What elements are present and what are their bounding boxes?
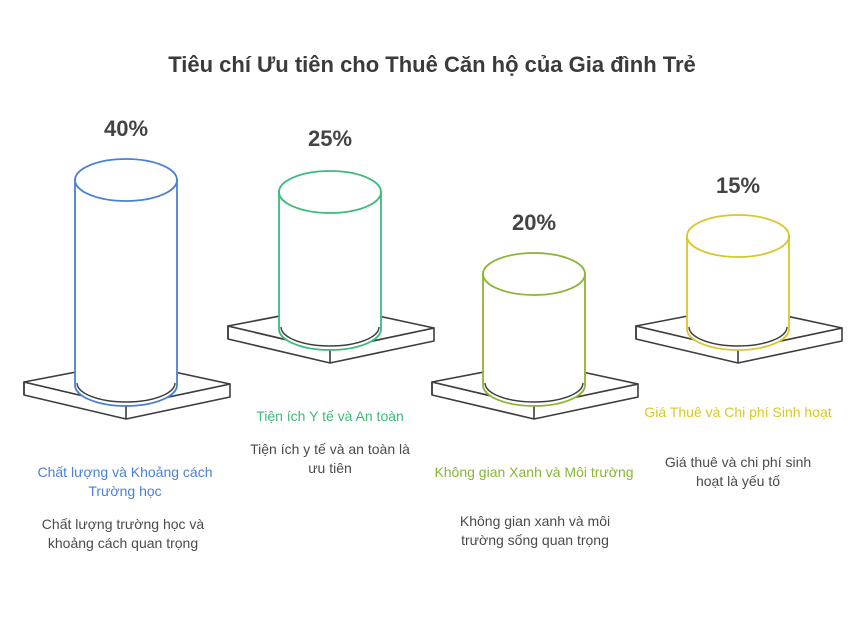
cylinder-body-green-space xyxy=(482,273,586,407)
cylinder-top-school xyxy=(74,158,178,202)
percent-label-school: 40% xyxy=(103,116,149,141)
description-health-safety: Tiện ích y tế và an toàn là ưu tiên xyxy=(250,441,410,476)
percent-label-green-space: 20% xyxy=(511,210,557,235)
cylinder-base-rent-cost xyxy=(688,326,788,347)
caption-school: Chất lượng và Khoảng cách Trường học xyxy=(37,464,213,499)
caption-health-safety: Tiện ích Y tế và An toàn xyxy=(256,408,404,424)
cylinder-base-health-safety xyxy=(280,326,380,347)
description-green-space: Không gian xanh và môi trường sống quan … xyxy=(459,513,611,548)
cylinder-top-green-space xyxy=(482,252,586,296)
cylinder-top-rent-cost xyxy=(686,214,790,258)
cylinder-base-green-space xyxy=(484,382,584,403)
description-rent-cost: Giá thuê và chi phí sinh hoạt là yếu tố xyxy=(664,454,812,489)
description-school: Chất lượng trường học và khoảng cách qua… xyxy=(41,516,205,551)
percent-label-rent-cost: 15% xyxy=(715,173,761,198)
percent-label-health-safety: 25% xyxy=(307,126,353,151)
cylinder-top-health-safety xyxy=(278,170,382,214)
caption-green-space: Không gian Xanh và Môi trường xyxy=(434,464,634,480)
cylinder-body-health-safety xyxy=(278,191,382,351)
page-title: Tiêu chí Ưu tiên cho Thuê Căn hộ của Gia… xyxy=(168,52,696,77)
cylinder-body-school xyxy=(74,179,178,407)
cylinder-body-rent-cost xyxy=(686,235,790,351)
caption-rent-cost: Giá Thuê và Chi phí Sinh hoạt xyxy=(644,404,832,420)
cylinder-base-school xyxy=(76,382,176,403)
